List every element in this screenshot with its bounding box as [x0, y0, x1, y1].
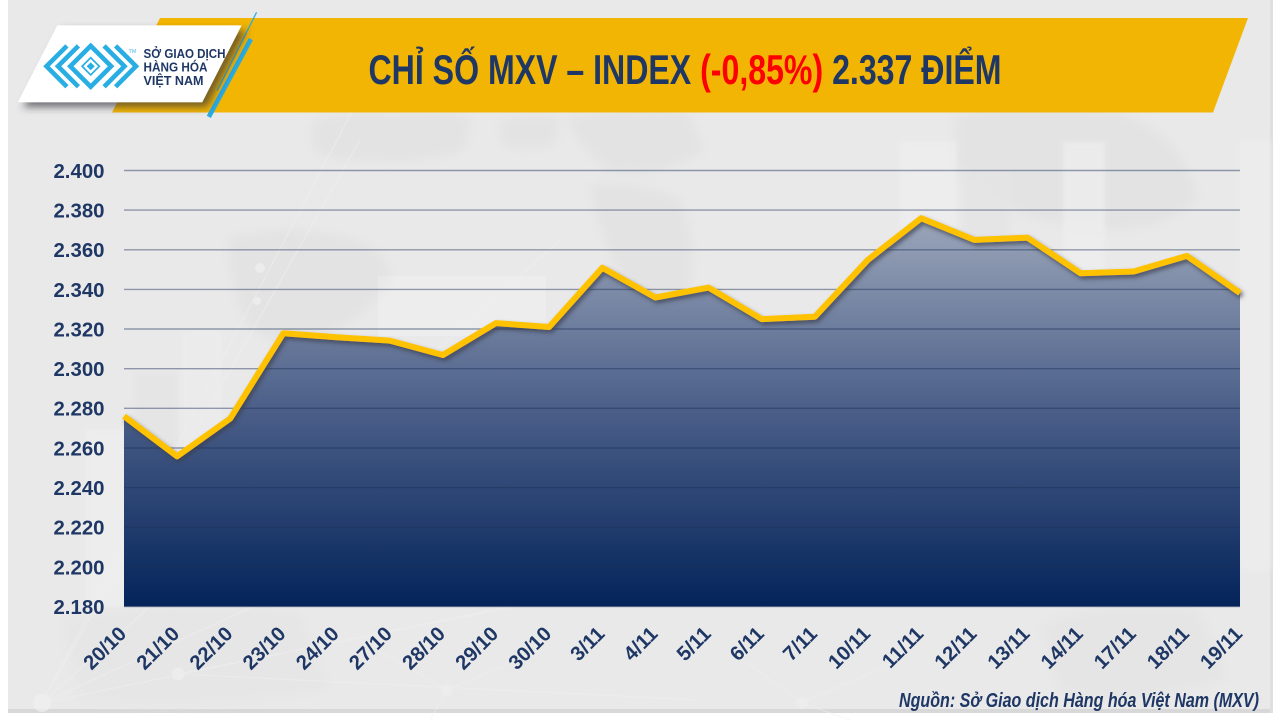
svg-text:2.380: 2.380 — [53, 201, 104, 223]
svg-text:SỞ GIAO DỊCH: SỞ GIAO DỊCH — [144, 46, 226, 61]
svg-text:2.280: 2.280 — [53, 399, 104, 421]
svg-text:2.300: 2.300 — [53, 359, 104, 381]
svg-text:2.220: 2.220 — [53, 518, 104, 540]
svg-text:TM: TM — [129, 49, 137, 55]
svg-text:Nguồn: Sở Giao dịch Hàng hóa V: Nguồn: Sở Giao dịch Hàng hóa Việt Nam (M… — [899, 690, 1259, 712]
svg-text:2.200: 2.200 — [53, 557, 104, 579]
svg-text:2.240: 2.240 — [53, 478, 104, 500]
svg-text:VIỆT NAM: VIỆT NAM — [144, 73, 204, 88]
svg-text:2.180: 2.180 — [53, 597, 104, 619]
svg-text:CHỈ SỐ MXV – INDEX (-0,85%) 2.: CHỈ SỐ MXV – INDEX (-0,85%) 2.337 ĐIỂM — [369, 45, 1002, 93]
svg-text:2.400: 2.400 — [53, 161, 104, 183]
svg-text:HÀNG HÓA: HÀNG HÓA — [144, 60, 209, 75]
svg-text:2.340: 2.340 — [53, 280, 104, 302]
svg-text:2.260: 2.260 — [53, 438, 104, 460]
svg-text:2.360: 2.360 — [53, 240, 104, 262]
svg-text:2.320: 2.320 — [53, 319, 104, 341]
